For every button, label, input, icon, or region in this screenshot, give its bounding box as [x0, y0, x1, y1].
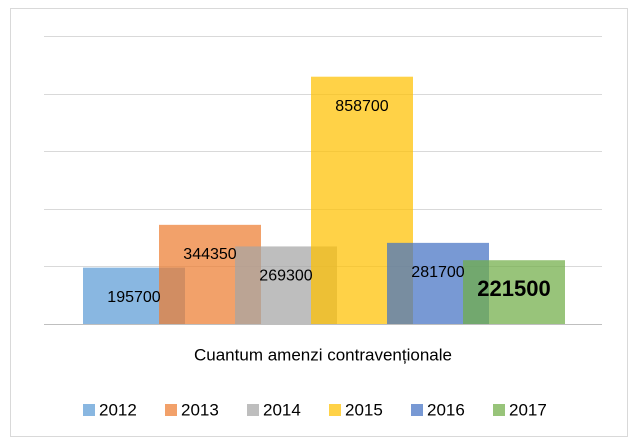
data-label: 269300	[259, 268, 312, 285]
data-label: 281700	[411, 264, 464, 281]
legend-label: 2016	[427, 400, 465, 419]
data-label: 221500	[477, 276, 550, 301]
bar	[463, 260, 565, 324]
legend-label: 2012	[99, 400, 137, 419]
category-label: Cuantum amenzi contravenționale	[194, 345, 452, 364]
legend-swatch	[247, 404, 259, 416]
data-label: 195700	[107, 289, 160, 306]
legend-swatch	[329, 404, 341, 416]
legend-label: 2013	[181, 400, 219, 419]
legend-label: 2017	[509, 400, 547, 419]
legend-label: 2014	[263, 400, 301, 419]
legend-swatch	[411, 404, 423, 416]
legend-swatch	[83, 404, 95, 416]
data-label: 858700	[335, 98, 388, 115]
legend-label: 2015	[345, 400, 383, 419]
legend-swatch	[165, 404, 177, 416]
data-label: 344350	[183, 246, 236, 263]
legend-swatch	[493, 404, 505, 416]
